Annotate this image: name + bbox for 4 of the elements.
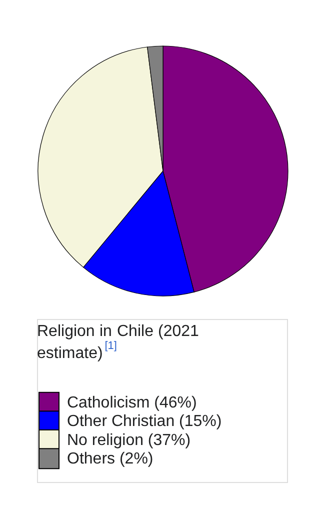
legend-label: Others (2%) <box>67 450 154 468</box>
legend-label: Other Christian (15%) <box>67 413 222 430</box>
legend-label: No religion (37%) <box>67 432 191 449</box>
legend-label: Catholicism (46%) <box>67 394 197 412</box>
